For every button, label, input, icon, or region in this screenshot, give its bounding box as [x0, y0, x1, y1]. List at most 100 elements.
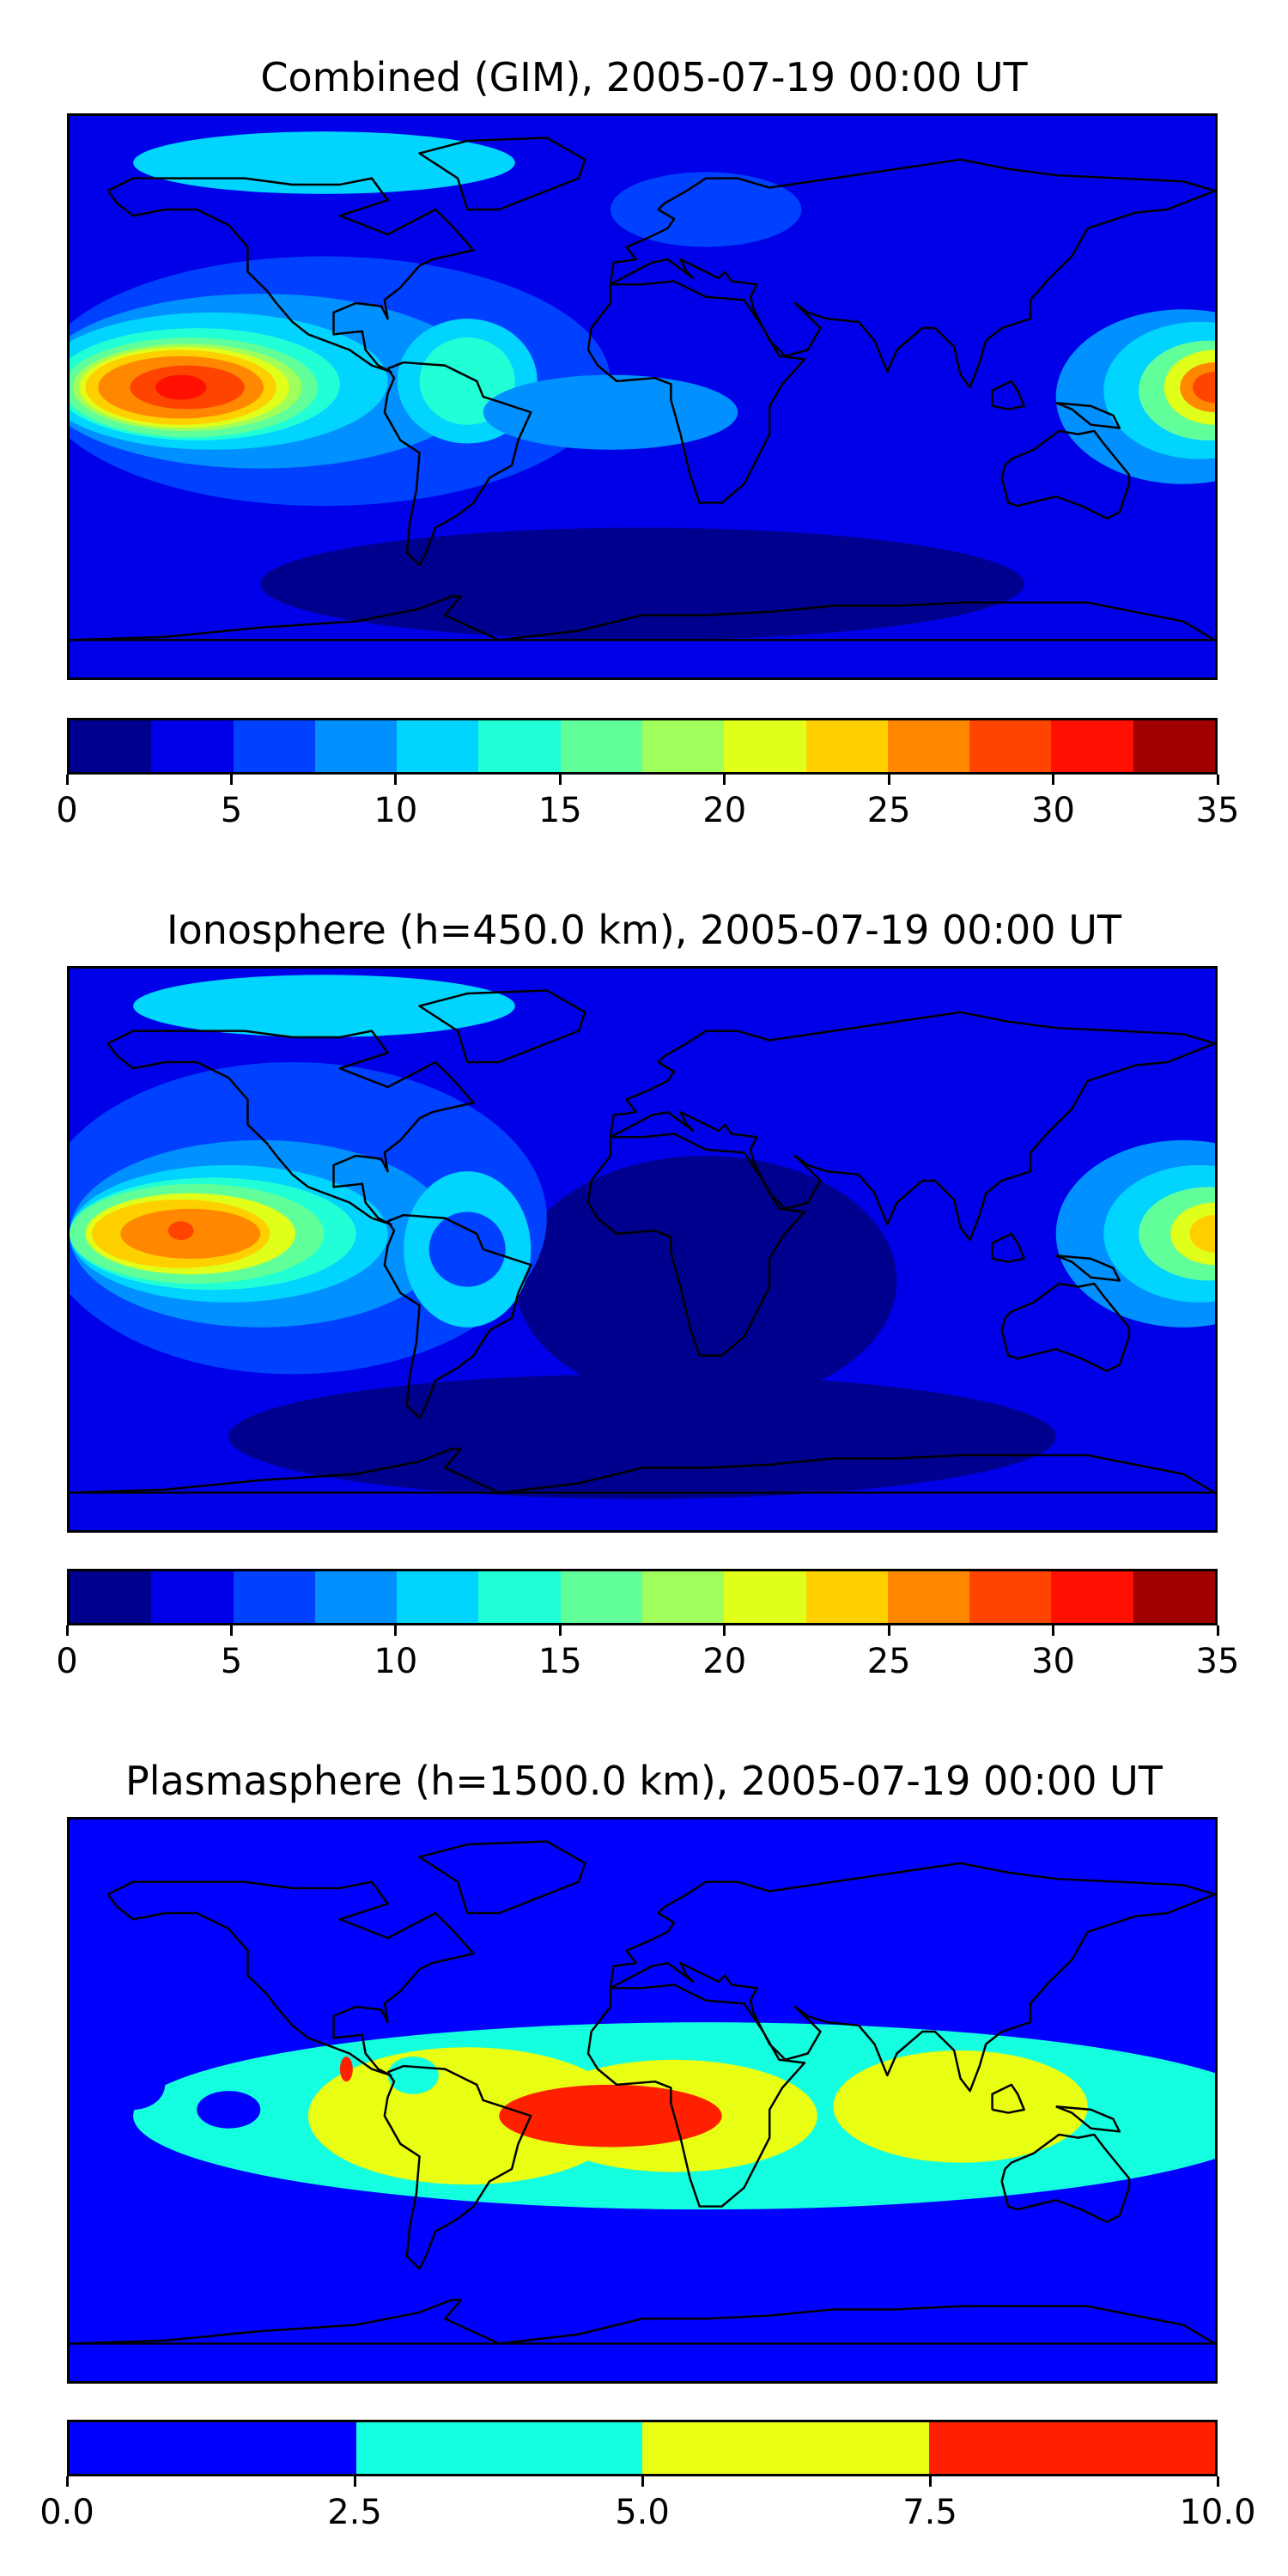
- coastline: [586, 1984, 806, 2208]
- tick-mark: [1216, 775, 1219, 785]
- tick-mark: [887, 1625, 890, 1636]
- colorbar-segment: [478, 720, 561, 772]
- map-plot: [67, 113, 1218, 680]
- colorbar-segment: [642, 2422, 929, 2474]
- contour-level-0: [514, 1156, 897, 1406]
- tick-label: 35: [1195, 1642, 1240, 1681]
- colorbar-segment: [887, 1571, 970, 1623]
- coastline: [418, 989, 586, 1064]
- colorbar-ticks: 0 5 10 15 20 25 30 35: [56, 1625, 1239, 1686]
- colorbar-segment: [805, 1571, 888, 1623]
- tick-label: 25: [866, 1642, 911, 1681]
- colorbar-segment: [560, 720, 642, 772]
- tick-label: 10: [374, 1642, 418, 1681]
- contour-level-3: [499, 2084, 722, 2148]
- coastline: [418, 1840, 586, 1915]
- coastline: [991, 1232, 1025, 1263]
- chart-title: Plasmasphere (h=1500.0 km), 2005-07-19 0…: [125, 1758, 1163, 1804]
- colorbar-segment: [314, 1571, 398, 1623]
- tick-label: 2.5: [327, 2493, 382, 2532]
- coastline: [1055, 1255, 1121, 1282]
- colorbar-segment: [724, 1571, 806, 1623]
- coastline: [106, 1030, 475, 1226]
- coastline: [991, 2083, 1025, 2114]
- tick-label: 35: [1195, 791, 1240, 830]
- coastline: [106, 1880, 475, 2077]
- coastline: [609, 1862, 1215, 2093]
- contour-level-0: [228, 1374, 1056, 1499]
- contour-level-2: [307, 2047, 627, 2185]
- colorbar-segment: [233, 720, 315, 772]
- tick-mark: [558, 775, 562, 785]
- colorbar-segment: [151, 720, 234, 772]
- colorbar-segment: [355, 2422, 642, 2474]
- colorbar-segment: [641, 1571, 725, 1623]
- contour-level-11: [167, 1221, 194, 1241]
- chart-title: Ionosphere (h=450.0 km), 2005-07-19 00:0…: [167, 907, 1121, 953]
- tick-mark: [229, 775, 233, 785]
- colorbar-ticks: 0.0 2.5 5.0 7.5 10.0: [39, 2476, 1256, 2537]
- tick-mark: [723, 1625, 726, 1636]
- tick-label: 0.0: [39, 2493, 94, 2532]
- colorbar: [67, 718, 1218, 775]
- coastline: [418, 137, 586, 211]
- colorbar-segment: [641, 720, 725, 772]
- tick-label: 7.5: [902, 2493, 957, 2532]
- tick-mark: [229, 1625, 233, 1636]
- tick-mark: [928, 2476, 932, 2487]
- contour-level-0: [197, 2091, 261, 2129]
- tick-mark: [394, 775, 398, 785]
- coastline: [1000, 429, 1131, 519]
- coastline: [1000, 1282, 1131, 1372]
- tick-mark: [887, 775, 890, 785]
- colorbar-segment: [478, 1571, 561, 1623]
- contour-level-2: [833, 2050, 1088, 2163]
- contour-level-0: [260, 527, 1024, 641]
- colorbar-segment: [969, 720, 1052, 772]
- tick-mark: [641, 2476, 644, 2487]
- contour-level-3: [483, 374, 738, 450]
- contour-level-9: [1189, 1215, 1215, 1253]
- tick-label: 10.0: [1179, 2493, 1256, 2532]
- coastline: [1055, 402, 1121, 429]
- tick-mark: [558, 1625, 562, 1636]
- tick-mark: [1216, 2476, 1219, 2487]
- coastline: [586, 1133, 806, 1357]
- coastline: [1000, 2133, 1131, 2223]
- map-plot: [67, 1817, 1218, 2384]
- tick-mark: [1052, 1625, 1055, 1636]
- colorbar-segment: [233, 1571, 315, 1623]
- contour-level-2: [428, 1212, 506, 1287]
- colorbar-segment: [724, 720, 806, 772]
- coastline: [1055, 2105, 1121, 2133]
- tick-mark: [723, 775, 726, 785]
- heatmap-ionosphere: [70, 969, 1215, 1530]
- colorbar-segment: [560, 1571, 642, 1623]
- heatmap-combined: [70, 116, 1215, 677]
- tick-label: 5: [220, 791, 243, 830]
- colorbar-segment: [1133, 720, 1215, 772]
- coastline: [609, 1011, 1215, 1242]
- colorbar-segment: [397, 720, 479, 772]
- coastline: [70, 1448, 1215, 1494]
- contour-level-2: [610, 172, 802, 247]
- coastline: [106, 177, 475, 374]
- coastline: [383, 2064, 532, 2270]
- panel-combined: Combined (GIM), 2005-07-19 00:00 UT 0 5 10…: [0, 0, 1288, 859]
- tick-mark: [1216, 1625, 1219, 1636]
- coastline: [383, 1213, 532, 1419]
- tick-mark: [394, 1625, 398, 1636]
- tick-mark: [65, 2476, 69, 2487]
- tick-mark: [353, 2476, 356, 2487]
- tick-label: 5.0: [615, 2493, 670, 2532]
- colorbar-segment: [887, 720, 970, 772]
- colorbar-segment: [70, 2422, 356, 2474]
- contour-level-0: [101, 2059, 166, 2110]
- colorbar-segment: [314, 720, 398, 772]
- panel-ionosphere: Ionosphere (h=450.0 km), 2005-07-19 00:0…: [56, 907, 1239, 1686]
- colorbar-segment: [1051, 1571, 1133, 1623]
- tick-label: 15: [538, 791, 582, 830]
- colorbar-segment: [969, 1571, 1052, 1623]
- colorbar-ticks: 0 5 10 15 20 25 30 35: [56, 775, 1239, 835]
